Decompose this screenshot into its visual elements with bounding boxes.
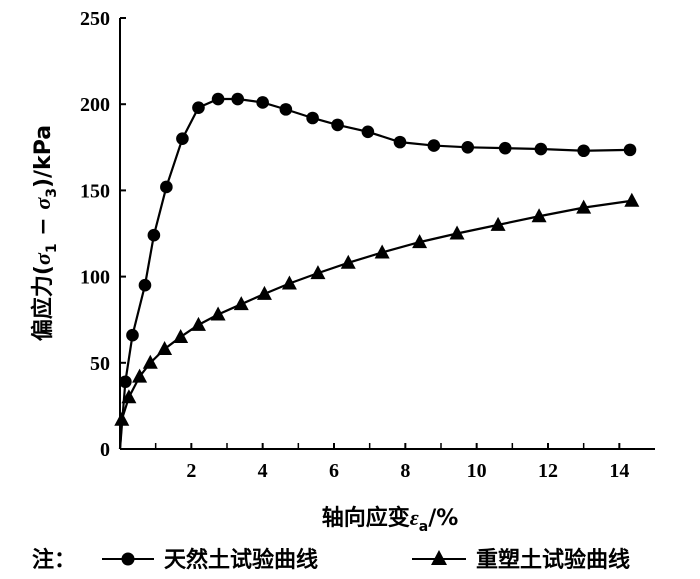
y-ticks: 0 50 100 150 200 250 [80, 8, 126, 461]
data-point [498, 141, 512, 155]
data-point [147, 228, 161, 242]
y-tick-label: 50 [90, 353, 110, 375]
x-tick-label: 8 [400, 460, 410, 482]
x-tick-label: 6 [329, 460, 339, 482]
data-point [393, 135, 407, 149]
series-line [118, 97, 631, 450]
data-point [461, 141, 475, 154]
legend-prefix: 注： [32, 547, 76, 573]
y-tick-label: 250 [80, 8, 110, 30]
data-point [160, 180, 173, 194]
x-tick-label: 4 [258, 460, 268, 482]
data-point [126, 328, 139, 342]
data-point [211, 92, 225, 106]
legend: 注： 天然土试验曲线 重塑土试验曲线 [32, 547, 630, 573]
x-ticks: 2 4 6 8 10 12 14 [154, 443, 629, 482]
data-point [449, 225, 465, 240]
data-point [256, 285, 272, 300]
data-point [157, 341, 173, 356]
y-tick-label: 200 [80, 94, 110, 116]
data-point [531, 208, 547, 223]
data-point [374, 244, 390, 259]
x-tick-label: 10 [467, 460, 487, 482]
data-point [624, 192, 640, 207]
data-point [132, 368, 148, 383]
data-point [340, 254, 356, 269]
y-axis-title: 偏应力(σ1 − σ3)/kPa [30, 125, 60, 341]
x-tick-label: 12 [538, 460, 558, 482]
data-point [142, 354, 158, 369]
data-point [310, 265, 326, 280]
data-point [427, 139, 441, 152]
legend-label-natural: 天然土试验曲线 [164, 547, 318, 573]
data-point [534, 142, 548, 156]
data-point [138, 278, 152, 292]
data-point [281, 275, 297, 290]
y-tick-label: 100 [80, 267, 110, 289]
series-natural-soil [118, 92, 637, 450]
data-point [306, 111, 319, 125]
x-tick-label: 14 [609, 460, 629, 482]
data-point [233, 296, 249, 311]
data-point [121, 389, 137, 404]
data-point [231, 92, 244, 106]
x-tick-label: 2 [186, 460, 196, 482]
axes [119, 18, 655, 450]
series-remolded-soil [114, 192, 640, 450]
data-point [256, 96, 269, 109]
y-tick-label: 0 [100, 439, 110, 461]
data-point [114, 411, 130, 426]
data-point [490, 216, 506, 231]
y-tick-label: 150 [80, 180, 110, 202]
data-point [210, 306, 226, 321]
legend-label-remolded: 重塑土试验曲线 [476, 547, 630, 573]
legend-marker-remolded [431, 550, 447, 565]
data-point [190, 316, 206, 331]
series-layer [114, 92, 640, 450]
data-point [176, 132, 189, 145]
data-point [576, 199, 592, 214]
data-point [577, 144, 590, 158]
x-axis-title: 轴向应变εa/% [322, 505, 459, 535]
data-point [119, 375, 132, 389]
data-point [279, 103, 293, 116]
legend-marker-natural [121, 552, 135, 566]
data-point [192, 101, 205, 114]
data-point [331, 118, 344, 132]
data-point [173, 328, 189, 343]
data-point [623, 143, 637, 157]
data-point [361, 125, 375, 139]
data-point [412, 234, 428, 249]
